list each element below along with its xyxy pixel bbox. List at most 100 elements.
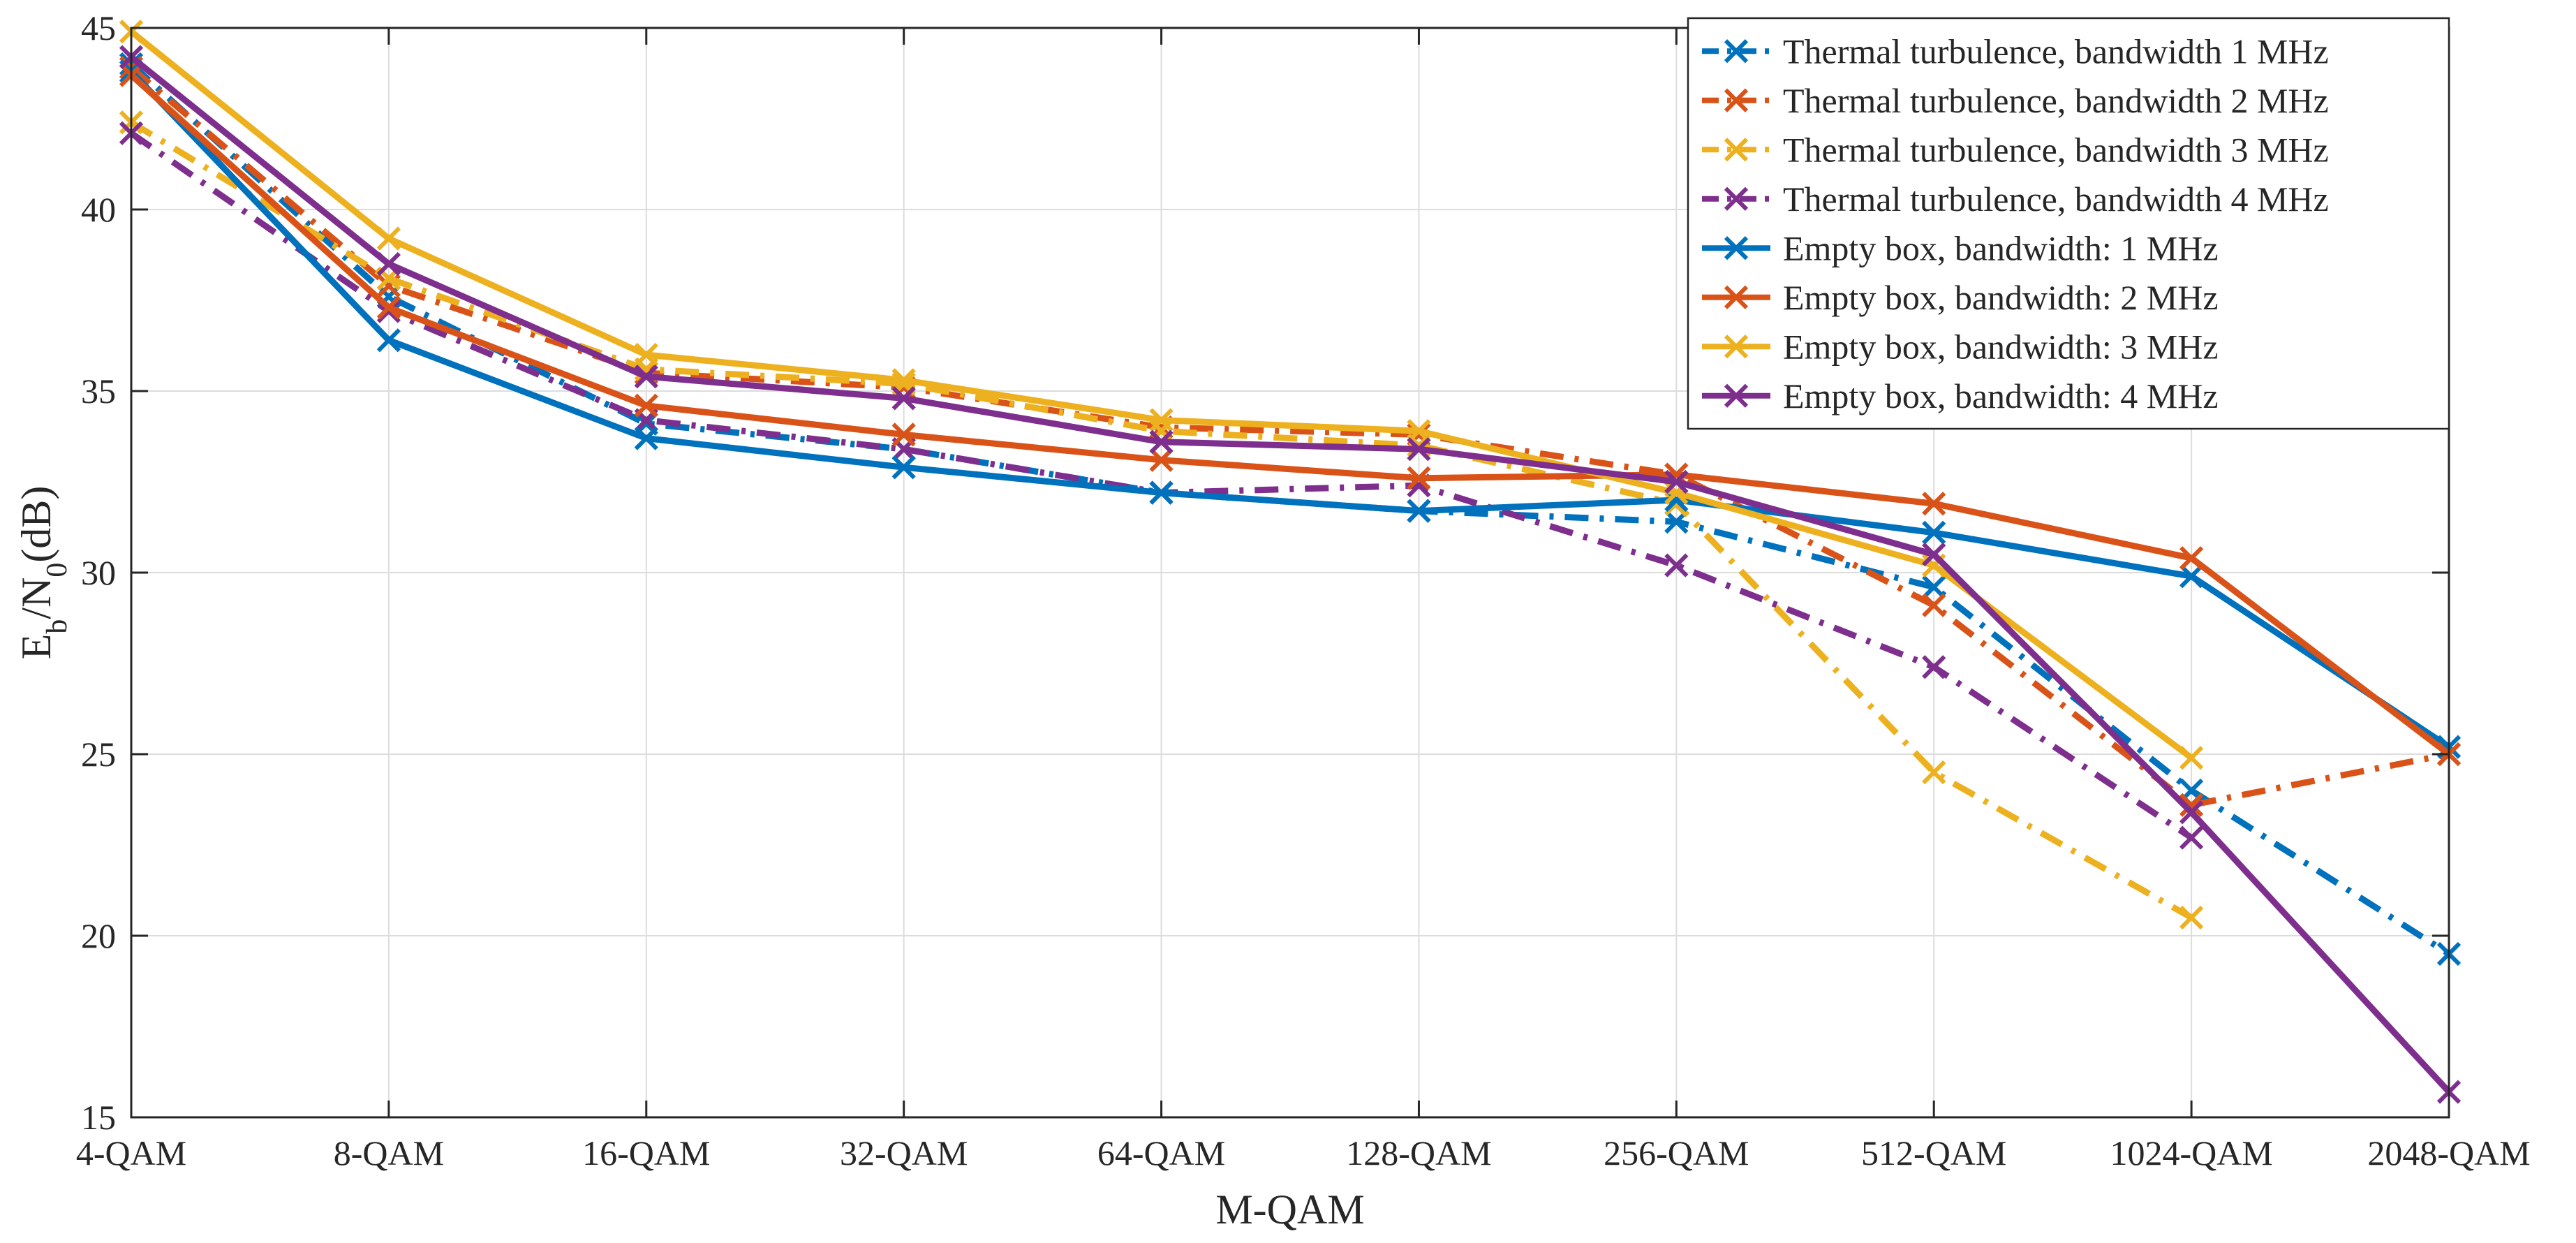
- marker-stroke: [1724, 186, 1749, 211]
- data-point-512-qam: [1922, 575, 1946, 599]
- legend-marker: [1724, 334, 1749, 359]
- legend-marker: [1724, 88, 1749, 112]
- x-tick-label-1024-qam: 1024-QAM: [2110, 1133, 2272, 1172]
- series-empty-box-bandwidth-3-mhz: [119, 20, 2204, 770]
- data-point-128-qam: [1407, 437, 1431, 462]
- series-empty-box-bandwidth-1-mhz: [119, 59, 2462, 759]
- x-tick-label-2048-qam: 2048-QAM: [2367, 1133, 2530, 1172]
- data-point-16-qam: [634, 393, 658, 418]
- x-tick-label-4-qam: 4-QAM: [76, 1133, 186, 1172]
- marker-stroke: [1407, 437, 1431, 462]
- x-tick-label-32-qam: 32-QAM: [840, 1133, 968, 1172]
- marker-stroke: [1724, 334, 1749, 359]
- data-point-512-qam: [1922, 492, 1946, 516]
- marker-stroke: [1407, 466, 1431, 490]
- data-point-128-qam: [1407, 419, 1431, 443]
- marker-stroke: [891, 368, 916, 392]
- legend-box: [1687, 17, 2450, 430]
- marker-stroke: [634, 393, 658, 418]
- x-axis-label: M-QAM: [1215, 1186, 1364, 1233]
- marker-stroke: [376, 226, 401, 251]
- legend-marker: [1724, 285, 1749, 309]
- legend-marker: [1724, 39, 1749, 64]
- marker-stroke: [634, 342, 658, 367]
- legend-label: Thermal turbulence, bandwidth 4 MHz: [1783, 179, 2329, 219]
- legend-label: Empty box, bandwidth: 1 MHz: [1783, 228, 2219, 267]
- marker-stroke: [1724, 383, 1749, 408]
- data-point-32-qam: [891, 368, 916, 392]
- data-point-128-qam: [1407, 466, 1431, 490]
- x-tick-label-16-qam: 16-QAM: [582, 1133, 710, 1172]
- y-label-mid: /N: [13, 578, 59, 619]
- marker-stroke: [891, 386, 916, 411]
- marker-stroke: [1724, 285, 1749, 309]
- marker-stroke: [2179, 905, 2204, 930]
- y-label-tail: (dB): [13, 486, 59, 563]
- marker-stroke: [1664, 553, 1689, 578]
- data-point-512-qam: [1922, 542, 1946, 567]
- x-tick-label-8-qam: 8-QAM: [334, 1133, 444, 1172]
- legend: Thermal turbulence, bandwidth 1 MHz Therm…: [1687, 17, 2450, 430]
- data-point-512-qam: [1922, 655, 1946, 679]
- data-point-1024-qam: [2179, 825, 2204, 850]
- data-point-1024-qam: [2179, 793, 2204, 817]
- marker-stroke: [2179, 546, 2204, 571]
- y-tick-label-15: 15: [81, 1098, 116, 1137]
- data-point-32-qam: [891, 386, 916, 411]
- marker-stroke: [376, 299, 401, 323]
- data-point-512-qam: [1922, 520, 1946, 545]
- marker-stroke: [1724, 39, 1749, 64]
- marker-stroke: [2179, 564, 2204, 589]
- data-point-1024-qam: [2179, 546, 2204, 571]
- series-line: [128, 61, 2451, 957]
- data-point-16-qam: [634, 342, 658, 367]
- marker-stroke: [1664, 469, 1689, 494]
- legend-item-empty-box-bandwidth-4-mhz: Empty box, bandwidth: 4 MHz: [1702, 376, 2219, 415]
- data-point-32-qam: [891, 422, 916, 447]
- legend-item-empty-box-bandwidth-3-mhz: Empty box, bandwidth: 3 MHz: [1702, 327, 2219, 366]
- marker-stroke: [1922, 575, 1946, 599]
- marker-stroke: [1149, 429, 1174, 454]
- series-line: [129, 65, 2450, 809]
- data-point-256-qam: [1664, 553, 1689, 578]
- marker-stroke: [891, 455, 916, 480]
- marker-stroke: [1922, 760, 1946, 785]
- data-point-64-qam: [1149, 408, 1174, 432]
- data-point-16-qam: [634, 426, 658, 450]
- data-point-1024-qam: [2179, 564, 2204, 589]
- data-point-64-qam: [1149, 429, 1174, 454]
- marker-stroke: [634, 365, 658, 389]
- marker-stroke: [1724, 236, 1749, 260]
- legend-label: Empty box, bandwidth: 3 MHz: [1783, 327, 2219, 366]
- legend-item-thermal-turbulence-bandwidth-3-mhz: Thermal turbulence, bandwidth 3 MHz: [1702, 130, 2329, 169]
- data-point-512-qam: [1922, 760, 1946, 785]
- x-tick-labels: 4-QAM 8-QAM 16-QAM 32-QAM 64-QAM 128-QAM 256-Q…: [76, 1133, 2531, 1172]
- legend-item-thermal-turbulence-bandwidth-4-mhz: Thermal turbulence, bandwidth 4 MHz: [1702, 179, 2329, 219]
- data-point-64-qam: [1149, 448, 1174, 472]
- marker-stroke: [1922, 520, 1946, 545]
- series-line: [129, 54, 2452, 1094]
- marker-stroke: [1407, 499, 1431, 523]
- marker-stroke: [1922, 655, 1946, 679]
- data-point-256-qam: [1664, 469, 1689, 494]
- y-tick-label-25: 25: [81, 735, 116, 774]
- legend-marker: [1724, 236, 1749, 260]
- data-point-64-qam: [1149, 480, 1174, 505]
- marker-stroke: [1922, 542, 1946, 567]
- series-layer: [119, 20, 2462, 1104]
- legend-label: Thermal turbulence, bandwidth 2 MHz: [1783, 81, 2329, 120]
- y-tick-labels: 15 20 25 30 35 40 45: [81, 8, 116, 1137]
- data-point-8-qam: [376, 251, 401, 277]
- legend-marker: [1724, 186, 1749, 211]
- marker-stroke: [1149, 480, 1174, 505]
- legend-item-empty-box-bandwidth-2-mhz: Empty box, bandwidth: 2 MHz: [1702, 278, 2219, 317]
- data-point-512-qam: [1922, 593, 1946, 617]
- marker-stroke: [634, 360, 658, 385]
- y-label-base: E: [13, 634, 59, 660]
- legend-marker: [1724, 383, 1749, 408]
- x-tick-label-64-qam: 64-QAM: [1097, 1133, 1225, 1172]
- marker-stroke: [1149, 408, 1174, 432]
- data-point-32-qam: [891, 455, 916, 480]
- marker-stroke: [1149, 448, 1174, 472]
